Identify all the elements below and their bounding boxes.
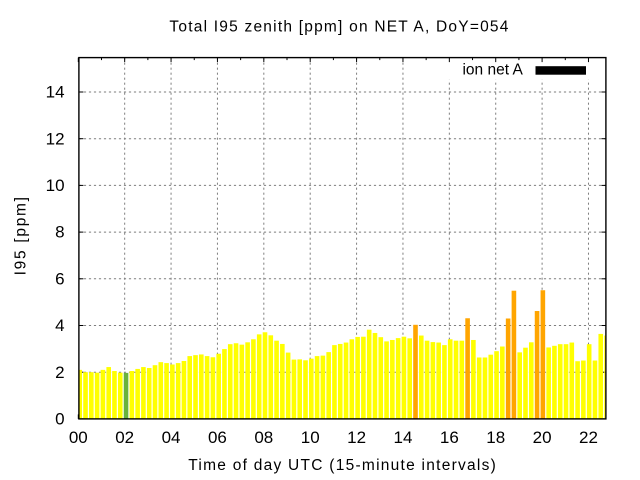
svg-text:12: 12 — [46, 129, 65, 148]
svg-text:6: 6 — [55, 269, 64, 288]
svg-text:00: 00 — [69, 428, 88, 447]
svg-text:14: 14 — [46, 83, 65, 102]
svg-text:06: 06 — [208, 428, 227, 447]
svg-text:14: 14 — [393, 428, 412, 447]
svg-text:08: 08 — [254, 428, 273, 447]
svg-text:10: 10 — [46, 176, 65, 195]
svg-text:4: 4 — [55, 316, 64, 335]
svg-text:04: 04 — [162, 428, 181, 447]
svg-text:12: 12 — [347, 428, 366, 447]
svg-text:16: 16 — [440, 428, 459, 447]
svg-text:02: 02 — [115, 428, 134, 447]
svg-text:0: 0 — [55, 410, 64, 429]
svg-text:2: 2 — [55, 363, 64, 382]
svg-text:10: 10 — [301, 428, 320, 447]
svg-text:22: 22 — [579, 428, 598, 447]
svg-text:20: 20 — [533, 428, 552, 447]
svg-text:Total I95 zenith [ppm] on NET: Total I95 zenith [ppm] on NET A, DoY=054 — [169, 18, 508, 35]
svg-text:8: 8 — [55, 223, 64, 242]
svg-text:I95 [ppm]: I95 [ppm] — [12, 197, 29, 275]
svg-text:18: 18 — [486, 428, 505, 447]
svg-text:ion net A: ion net A — [462, 62, 523, 79]
svg-text:Time of day UTC (15-minute int: Time of day UTC (15-minute intervals) — [188, 457, 496, 474]
